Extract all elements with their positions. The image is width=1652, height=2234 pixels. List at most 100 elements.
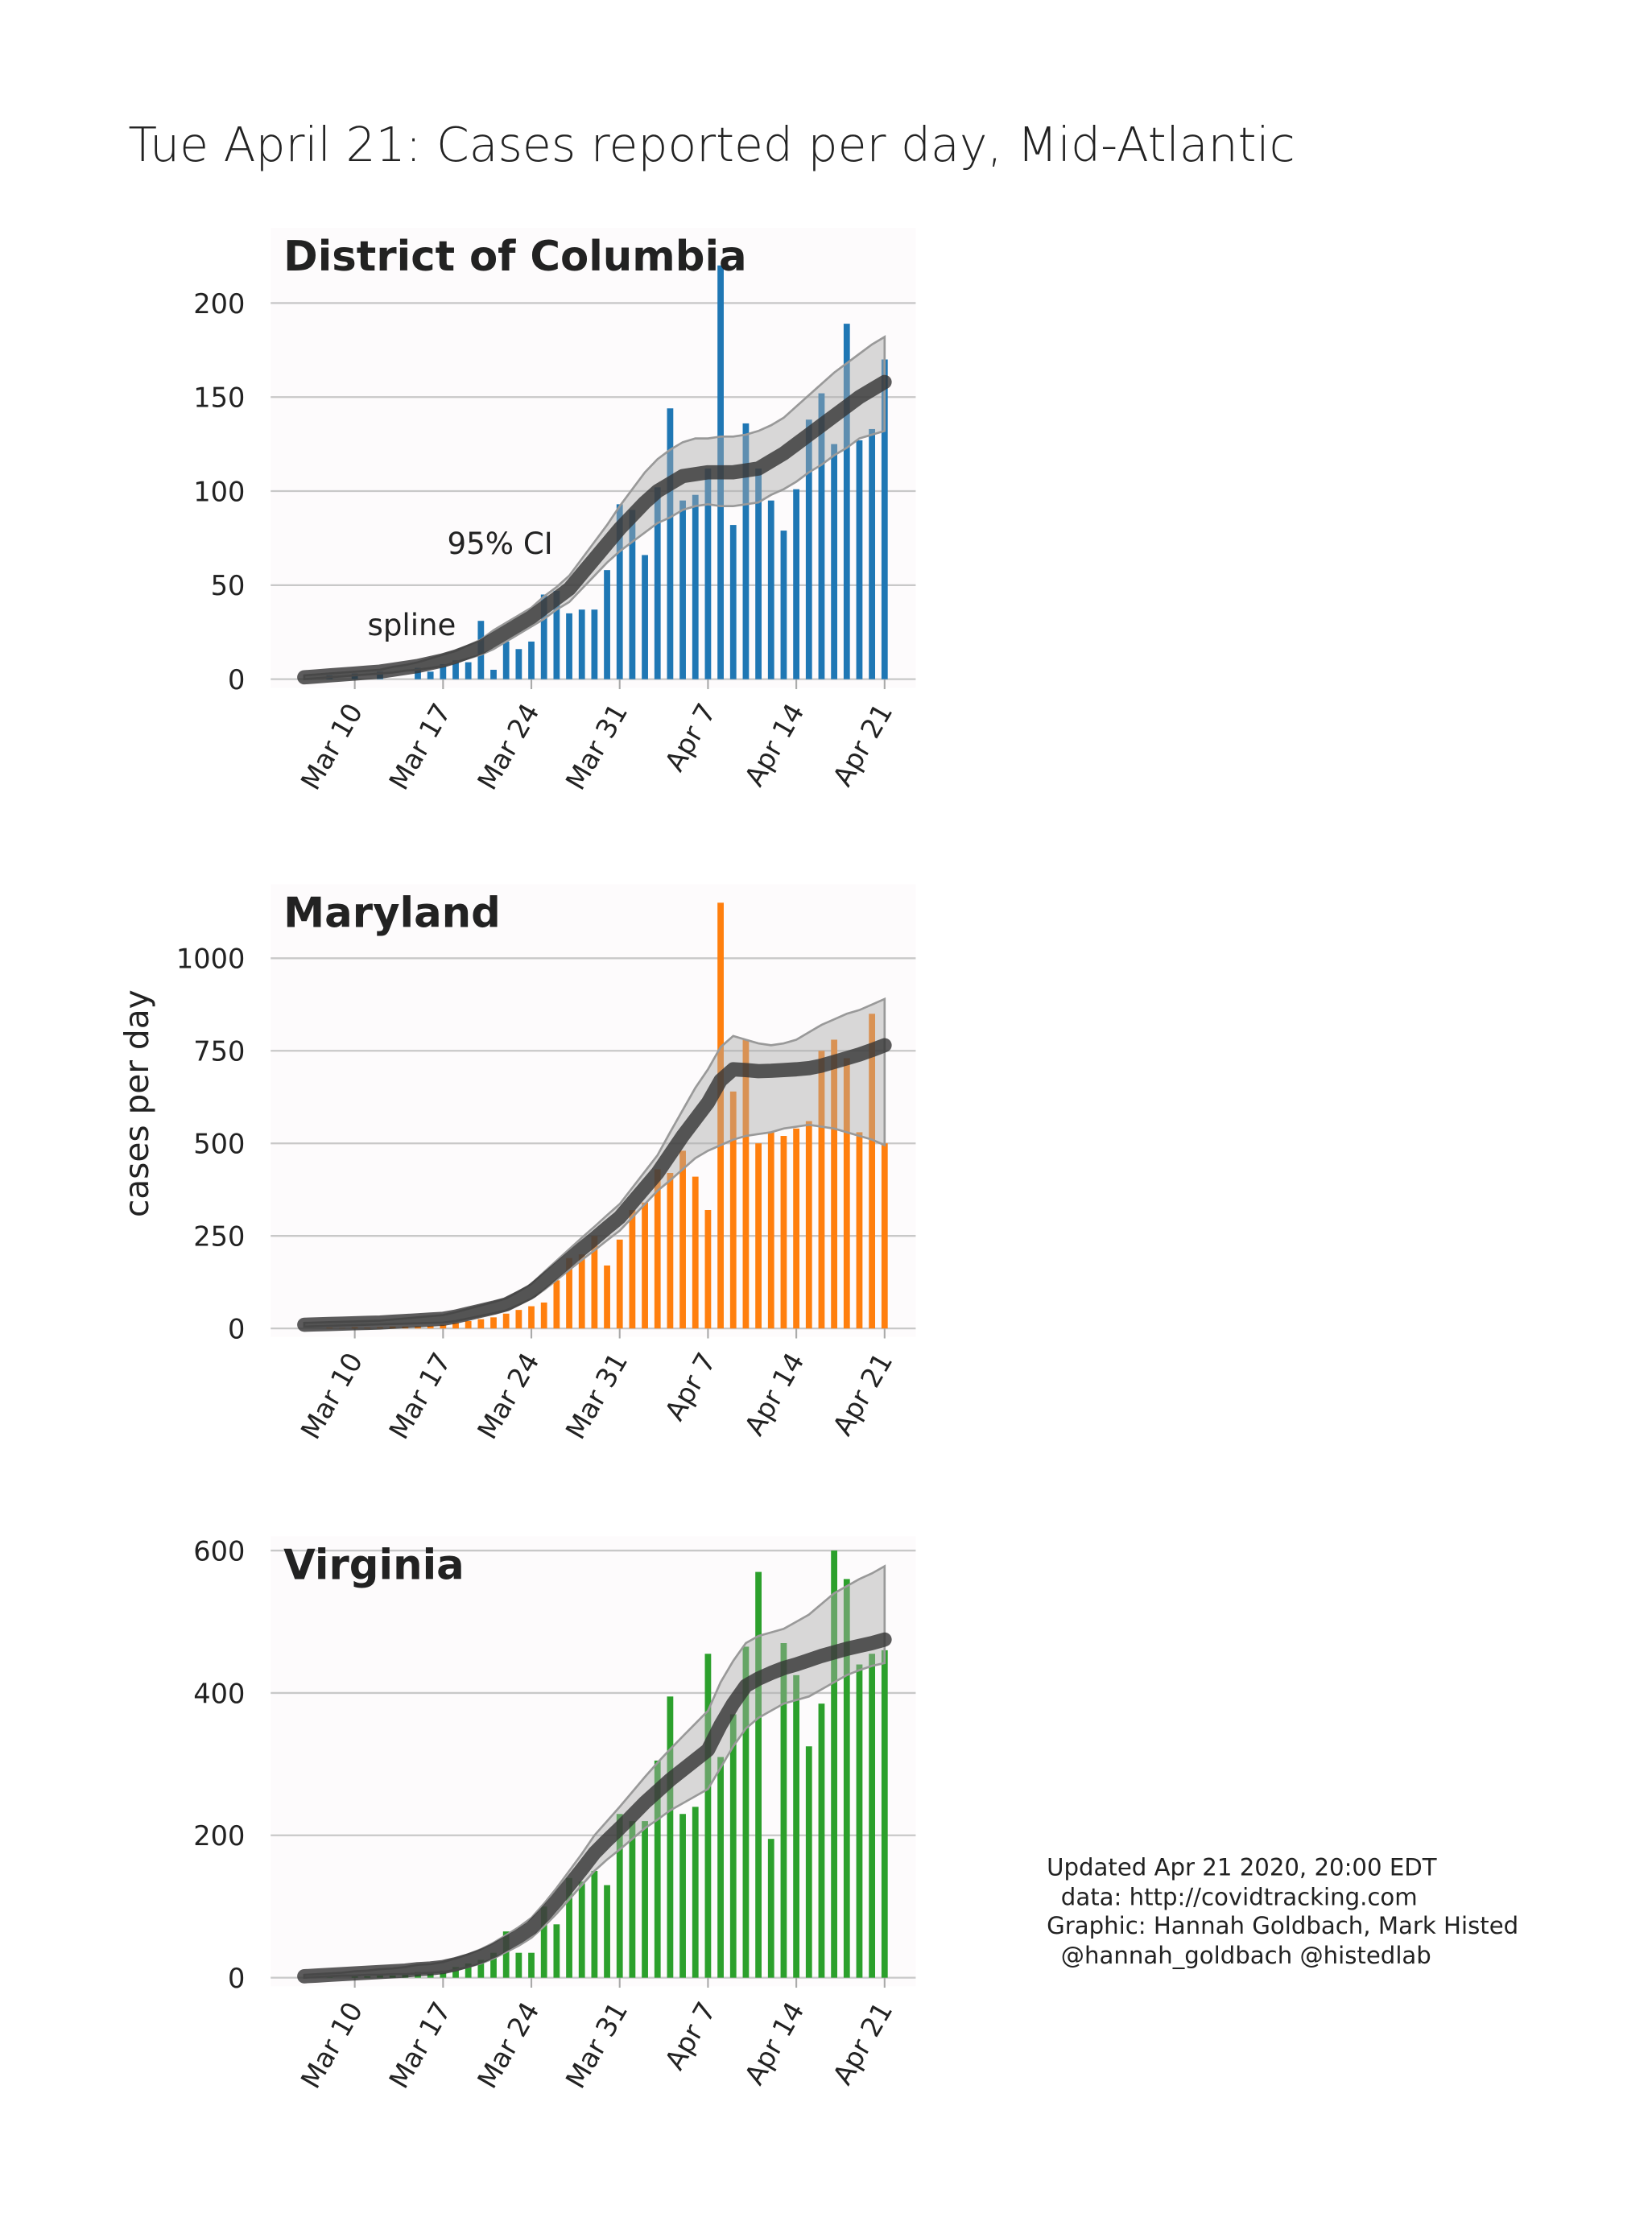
bar <box>528 1952 535 1978</box>
bar <box>755 469 762 679</box>
x-tick-label: Apr 21 <box>827 698 899 791</box>
bar <box>578 1254 585 1329</box>
bar <box>881 1650 888 1978</box>
subplot-title: District of Columbia <box>283 233 747 281</box>
bar <box>553 590 560 679</box>
x-tick-label: Mar 31 <box>560 1348 634 1445</box>
bar <box>604 1265 610 1329</box>
bar <box>805 1121 812 1329</box>
x-tick-label: Apr 21 <box>827 1997 899 2090</box>
bar <box>477 1959 485 1978</box>
bar <box>856 1132 863 1329</box>
annotation: 95% CI <box>448 526 553 561</box>
y-axis-label: cases per day <box>118 989 156 1217</box>
x-tick-label: Apr 7 <box>659 1348 722 1427</box>
x-tick-label: Mar 24 <box>471 698 545 795</box>
y-tick-label: 200 <box>193 1820 245 1852</box>
bar <box>490 1317 497 1329</box>
bar <box>843 324 850 679</box>
bar <box>793 489 799 679</box>
bar <box>692 1807 699 1978</box>
bar <box>869 1654 876 1978</box>
subplot-title: Virginia <box>283 1541 465 1589</box>
bar <box>427 1325 434 1329</box>
x-tick-label: Apr 7 <box>659 698 722 777</box>
bar <box>729 1091 737 1329</box>
bar <box>528 641 535 679</box>
bar <box>629 1821 636 1978</box>
spline-line <box>297 1038 892 1332</box>
figure-title: Tue April 21: Cases reported per day, Mi… <box>128 118 1295 172</box>
bar <box>490 1952 497 1978</box>
bar <box>767 1132 774 1329</box>
confidence-band <box>303 335 886 681</box>
y-tick-label: 0 <box>228 1963 245 1994</box>
x-tick-label: Apr 14 <box>738 1997 811 2090</box>
bar <box>818 1051 825 1329</box>
bar <box>881 1143 888 1329</box>
bar <box>679 1150 686 1329</box>
bar <box>566 1877 572 1978</box>
y-tick-label: 500 <box>193 1129 245 1160</box>
bar <box>591 1236 598 1329</box>
x-tick-label: Apr 7 <box>659 1997 722 2075</box>
bar <box>869 1014 876 1329</box>
y-tick-label: 1000 <box>176 944 246 975</box>
subplot: 0 50 100 150 200 Mar 10 Mar 17 Mar 24 Mar 31 Apr … <box>193 227 916 795</box>
bar <box>642 1821 648 1978</box>
y-tick-label: 400 <box>193 1678 245 1709</box>
bar <box>704 1654 712 1978</box>
bar <box>515 1310 522 1329</box>
subplot: 0 250 500 750 1000 Mar 10 Mar 17 Mar 24 Mar 31 Ap… <box>176 884 916 1444</box>
bar <box>742 423 750 679</box>
y-tick-label: 750 <box>193 1036 245 1067</box>
bar <box>515 649 522 679</box>
footnote-line: data: http://covidtracking.com <box>1061 1883 1418 1910</box>
y-tick-label: 0 <box>228 664 245 696</box>
bar <box>843 1058 850 1329</box>
bar <box>704 1209 712 1329</box>
bar <box>440 663 447 679</box>
bar <box>616 1814 623 1978</box>
bar <box>831 444 838 679</box>
bar <box>415 667 421 679</box>
x-tick-label: Mar 31 <box>560 1997 634 2094</box>
bar <box>667 408 674 679</box>
bar <box>679 500 686 679</box>
bar <box>616 504 623 679</box>
x-tick-label: Mar 31 <box>560 698 634 795</box>
x-tick-label: Mar 24 <box>471 1997 545 2094</box>
bar <box>616 1239 623 1329</box>
bar <box>566 613 572 679</box>
bar <box>502 1313 510 1329</box>
bar <box>717 1757 724 1978</box>
bar <box>679 1814 686 1978</box>
bar <box>692 1176 699 1329</box>
bar <box>793 1128 799 1329</box>
x-tick-label: Mar 10 <box>295 698 369 795</box>
bar <box>805 1746 812 1978</box>
y-tick-label: 100 <box>193 476 245 507</box>
bar <box>654 1169 661 1329</box>
y-tick-label: 250 <box>193 1221 245 1253</box>
y-tick-label: 150 <box>193 382 245 414</box>
bar <box>780 531 787 679</box>
bar <box>528 1306 535 1329</box>
bar <box>856 440 863 679</box>
bar <box>856 1664 863 1978</box>
bar <box>642 555 648 679</box>
footnote-line: @hannah_goldbach @histedlab <box>1061 1942 1431 1969</box>
bar <box>654 487 661 679</box>
bar <box>881 359 888 679</box>
bar <box>831 1039 838 1329</box>
bar <box>566 1257 572 1329</box>
footnote: Updated Apr 21 2020, 20:00 EDT data: htt… <box>1047 1853 1518 1969</box>
bar <box>629 510 636 679</box>
bar <box>755 1571 762 1978</box>
bar <box>604 1885 610 1978</box>
bar <box>780 1136 787 1329</box>
footnote-line: Updated Apr 21 2020, 20:00 EDT <box>1047 1853 1437 1881</box>
bar <box>540 1906 547 1978</box>
